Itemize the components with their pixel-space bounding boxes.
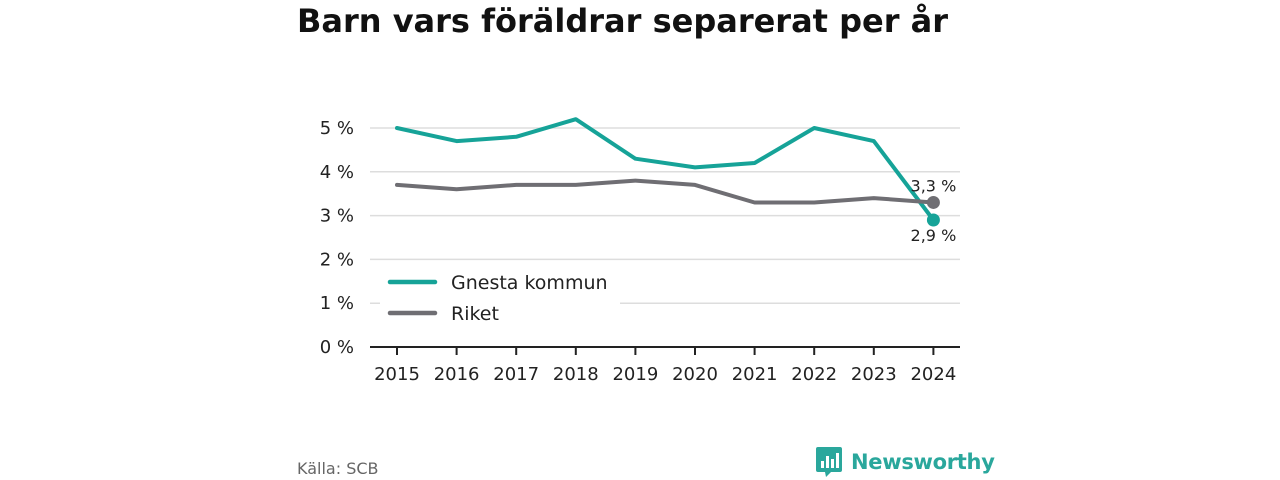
series-line-gnesta xyxy=(395,117,936,222)
legend-background xyxy=(380,262,620,330)
y-tick-label: 1 % xyxy=(320,293,354,314)
end-value-label: 3,3 % xyxy=(911,176,957,195)
source-note: Källa: SCB xyxy=(297,459,379,478)
y-tick-label: 3 % xyxy=(320,206,354,227)
x-tick-label: 2017 xyxy=(493,364,539,385)
y-axis-ticks: 0 % 1 % 2 % 3 % 4 % 5 % xyxy=(320,118,354,358)
y-tick-label: 2 % xyxy=(320,249,354,270)
brand-logo: Newsworthy xyxy=(815,446,995,478)
x-tick-label: 2020 xyxy=(672,364,718,385)
end-marker-riket xyxy=(926,195,940,209)
y-tick-label: 0 % xyxy=(320,337,354,358)
brand-name: Newsworthy xyxy=(851,450,995,474)
x-tick-label: 2021 xyxy=(732,364,778,385)
x-tick-label: 2023 xyxy=(851,364,897,385)
x-tick-label: 2024 xyxy=(910,364,956,385)
end-markers: 2,9 % 3,3 % xyxy=(911,176,957,245)
series-line-riket xyxy=(395,178,936,205)
legend: Gnesta kommun Riket xyxy=(380,262,620,330)
end-value-label: 2,9 % xyxy=(911,226,957,245)
y-tick-label: 5 % xyxy=(320,118,354,139)
y-tick-label: 4 % xyxy=(320,162,354,183)
x-axis: 2015 2016 2017 2018 2019 2020 2021 2022 2023 2024 xyxy=(370,346,960,385)
x-tick-label: 2019 xyxy=(612,364,658,385)
chart-title: Barn vars föräldrar separerat per år xyxy=(297,2,949,40)
end-marker-gnesta xyxy=(926,213,940,227)
x-tick-label: 2022 xyxy=(791,364,837,385)
x-tick-label: 2016 xyxy=(434,364,480,385)
legend-label: Riket xyxy=(451,303,499,325)
series-lines xyxy=(395,117,936,222)
newsworthy-logo-icon xyxy=(816,447,842,477)
x-tick-label: 2015 xyxy=(374,364,420,385)
legend-label: Gnesta kommun xyxy=(451,272,608,294)
x-tick-label: 2018 xyxy=(553,364,599,385)
